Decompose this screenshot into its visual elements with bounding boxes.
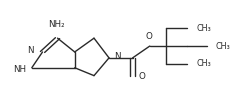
Text: CH₃: CH₃ bbox=[216, 42, 230, 51]
Text: CH₃: CH₃ bbox=[196, 59, 211, 68]
Text: CH₃: CH₃ bbox=[196, 24, 211, 33]
Text: N: N bbox=[27, 46, 34, 56]
Text: NH₂: NH₂ bbox=[48, 20, 65, 29]
Text: O: O bbox=[145, 32, 152, 41]
Text: N: N bbox=[114, 52, 120, 61]
Text: O: O bbox=[139, 72, 146, 81]
Text: NH: NH bbox=[13, 65, 26, 74]
